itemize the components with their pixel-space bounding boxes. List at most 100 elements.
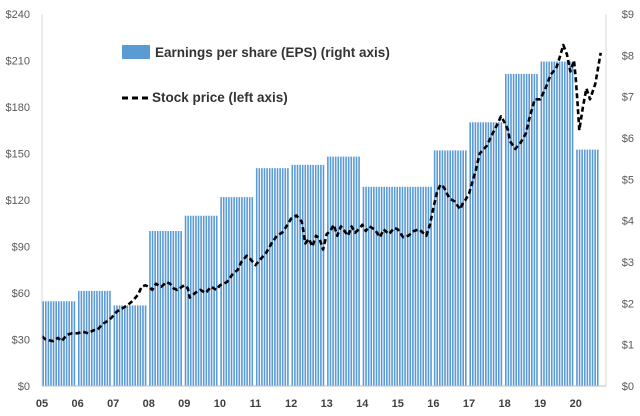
eps-bar-9-24 [425, 186, 427, 386]
eps-bar-2-10 [139, 305, 142, 386]
eps-bar-12-6 [520, 73, 523, 387]
eps-bar-9-19 [412, 186, 414, 386]
eps-bar-4-8 [205, 215, 208, 386]
eps-bar-6-3 [263, 168, 266, 386]
eps-bar-11-2 [474, 122, 477, 386]
eps-bar-1-7 [96, 290, 98, 386]
eps-bar-4-9 [208, 215, 210, 386]
eps-bar-9-26 [430, 186, 432, 386]
eps-bar-11-1 [472, 122, 474, 386]
eps-bar-1-9 [101, 290, 103, 386]
x-tick-label: 16 [427, 398, 439, 410]
eps-bar-6-11 [284, 168, 287, 386]
legend-price-label: Stock price (left axis) [152, 90, 288, 105]
eps-bar-9-6 [378, 186, 380, 386]
eps-bar-9-11 [391, 186, 393, 386]
eps-bar-12-0 [504, 73, 507, 387]
eps-bar-0-2 [47, 301, 50, 386]
eps-bar-2-6 [129, 305, 131, 386]
eps-bar-3-3 [156, 231, 159, 386]
legend: Earnings per share (EPS) (right axis) St… [122, 45, 390, 105]
eps-bar-3-12 [180, 231, 182, 386]
eps-bar-9-7 [380, 186, 383, 386]
eps-bar-12-5 [517, 73, 520, 387]
eps-bar-8-11 [355, 156, 358, 386]
eps-bar-1-5 [90, 290, 93, 386]
eps-bar-0-3 [50, 301, 52, 386]
x-axis: 05 06 07 08 09 10 11 12 13 14 15 16 17 18 19 20 [36, 385, 606, 410]
right-tick-label: $3 [622, 257, 634, 269]
eps-bar-7-8 [312, 164, 314, 386]
x-tick-label: 09 [178, 398, 190, 410]
eps-bar-6-4 [266, 168, 268, 386]
eps-bar-12-1 [507, 73, 510, 387]
eps-bar-14-4 [586, 149, 589, 386]
eps-bar-1-8 [98, 290, 101, 386]
eps-bar-12-4 [515, 73, 517, 387]
eps-bar-5-1 [222, 197, 225, 386]
eps-bar-10-4 [444, 150, 446, 386]
eps-bar-10-7 [452, 150, 454, 386]
eps-bar-6-6 [271, 168, 274, 386]
eps-bar-5-10 [246, 197, 248, 386]
eps-bar-3-7 [167, 231, 169, 386]
eps-bar-14-3 [583, 149, 586, 386]
right-tick-label: $0 [622, 381, 634, 393]
eps-bar-3-2 [154, 231, 156, 386]
eps-bar-14-7 [594, 149, 596, 386]
eps-bar-5-6 [235, 197, 238, 386]
eps-bar-4-12 [215, 215, 218, 386]
eps-bar-9-8 [383, 186, 386, 386]
eps-bar-11-7 [487, 122, 490, 386]
right-tick-label: $7 [622, 92, 634, 104]
eps-bar-8-12 [358, 156, 360, 386]
x-tick-label: 14 [356, 398, 369, 410]
eps-bar-8-5 [340, 156, 342, 386]
eps-bar-10-12 [465, 150, 467, 386]
x-tick-label: 18 [498, 398, 510, 410]
eps-bar-6-5 [268, 168, 271, 386]
legend-eps-label: Earnings per share (EPS) (right axis) [155, 45, 390, 60]
price-line [41, 43, 602, 343]
eps-bar-7-10 [317, 164, 320, 386]
eps-bar-13-7 [558, 61, 561, 386]
eps-bar-11-11 [498, 122, 500, 386]
eps-bar-0-6 [58, 301, 60, 386]
eps-bars [42, 61, 599, 387]
eps-bar-2-8 [134, 305, 136, 386]
eps-bar-9-9 [386, 186, 388, 386]
left-tick-label: $30 [12, 335, 30, 347]
right-tick-label: $2 [622, 298, 634, 310]
eps-bar-11-5 [482, 122, 484, 386]
right-tick-label: $4 [622, 216, 634, 228]
eps-bar-6-9 [279, 168, 281, 386]
x-tick-label: 08 [143, 398, 155, 410]
right-tick-label: $1 [622, 340, 634, 352]
eps-bar-4-11 [213, 215, 215, 386]
eps-bar-1-12 [109, 290, 111, 386]
eps-bar-6-12 [287, 168, 289, 386]
eps-bar-9-16 [404, 186, 406, 386]
left-tick-label: $150 [6, 149, 30, 161]
eps-bar-2-11 [142, 305, 144, 386]
eps-bar-1-11 [106, 290, 109, 386]
eps-bar-13-11 [569, 61, 571, 386]
eps-bar-10-6 [449, 150, 452, 386]
eps-bar-10-9 [457, 150, 459, 386]
eps-bar-1-6 [93, 290, 96, 386]
right-tick-label: $9 [622, 9, 634, 21]
eps-bar-13-9 [563, 61, 566, 386]
eps-bar-8-6 [342, 156, 345, 386]
eps-bar-0-4 [52, 301, 55, 386]
x-tick-label: 11 [250, 398, 262, 410]
eps-bar-6-0 [255, 168, 258, 386]
right-axis: $0 $1 $2 $3 $4 $5 $6 $7 $8 $9 [605, 9, 634, 393]
eps-bar-3-10 [175, 231, 177, 386]
eps-bar-12-10 [530, 73, 533, 387]
eps-bar-6-7 [274, 168, 276, 386]
eps-bar-9-10 [388, 186, 391, 386]
eps-bar-13-5 [553, 61, 556, 386]
eps-bar-9-5 [375, 186, 378, 386]
eps-bar-9-14 [399, 186, 401, 386]
x-tick-label: 20 [570, 398, 582, 410]
